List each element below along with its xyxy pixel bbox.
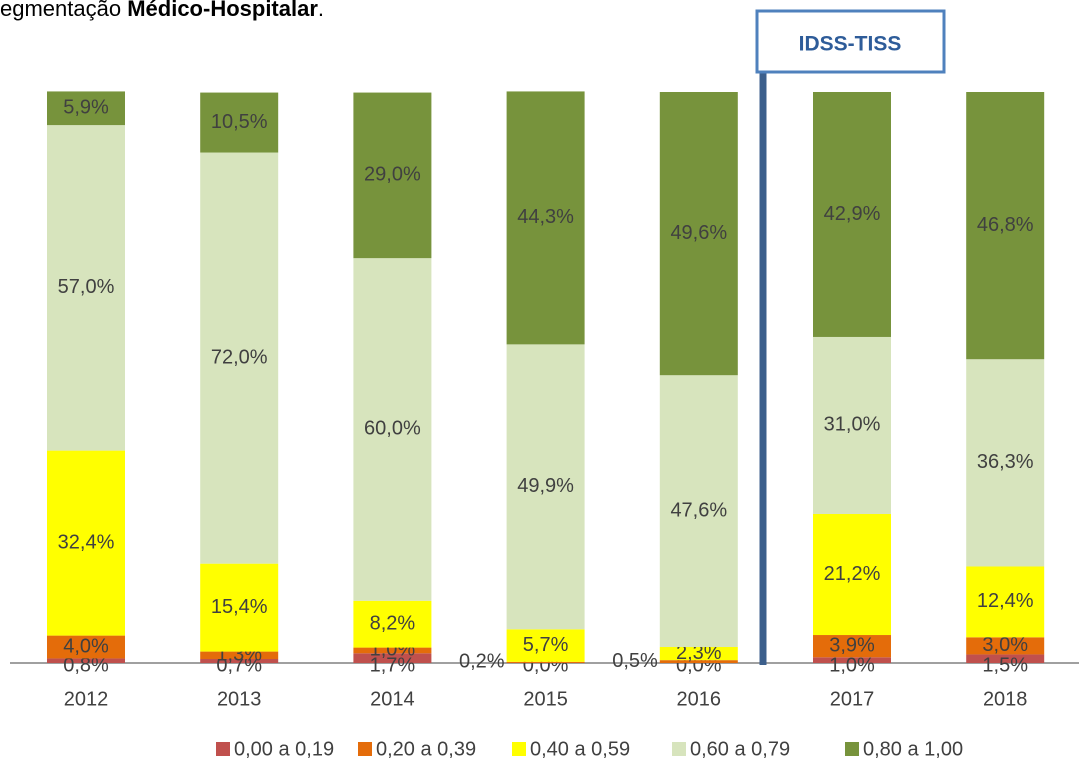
value-label: 5,7% <box>523 634 569 656</box>
bar-segment <box>966 92 1045 360</box>
value-label: 1,5% <box>982 654 1028 676</box>
bar-segment <box>659 92 738 376</box>
bar-segment <box>353 653 432 663</box>
x-tick-label: 2013 <box>217 688 262 710</box>
value-label: 72,0% <box>211 346 268 368</box>
value-label: 0,8% <box>63 654 109 676</box>
value-label: 15,4% <box>211 596 268 618</box>
title-text: egmentação <box>0 0 127 21</box>
bar-segment <box>966 359 1045 567</box>
value-label: 5,9% <box>63 97 109 119</box>
value-label: 49,9% <box>517 475 574 497</box>
legend-label: 0,60 a 0,79 <box>690 738 790 760</box>
bar-segment <box>813 657 891 663</box>
title-end: . <box>318 0 324 21</box>
legend-label: 0,20 a 0,39 <box>376 738 476 760</box>
value-label: 1,7% <box>370 654 416 676</box>
bar-segment <box>353 92 432 259</box>
value-label: 44,3% <box>517 206 574 228</box>
value-label: 3,9% <box>829 634 875 656</box>
x-tick-label: 2018 <box>983 688 1028 710</box>
bar-segment <box>659 375 738 648</box>
value-label: 60,0% <box>364 418 421 440</box>
bar-segment <box>813 92 891 337</box>
bar-segment <box>200 563 279 652</box>
bar-segment <box>506 91 585 345</box>
x-tick-label: 2014 <box>370 688 415 710</box>
bar-segment <box>47 658 125 663</box>
bar-segment <box>506 629 585 662</box>
bar-segment <box>200 92 279 153</box>
bar-segment <box>659 647 738 661</box>
value-label: 4,0% <box>63 635 109 657</box>
title-bold: Médico-Hospitalar <box>127 0 318 21</box>
bar-segment <box>506 344 585 630</box>
legend-swatch <box>672 742 686 756</box>
value-label: 0,7% <box>216 654 262 676</box>
annotation: IDSS-TISS <box>799 33 902 56</box>
bar-segment <box>353 258 432 601</box>
bar-segment <box>200 659 279 663</box>
value-label: 3,0% <box>982 634 1028 656</box>
bar-segment <box>506 661 585 663</box>
chart-title: egmentação Médico-Hospitalar. <box>0 0 324 21</box>
value-label: 10,5% <box>211 111 268 133</box>
bar-segment <box>353 647 432 654</box>
value-label: 32,4% <box>58 531 115 553</box>
value-label: 42,9% <box>824 203 881 225</box>
value-label: 0,2% <box>459 651 505 673</box>
value-label: 47,6% <box>670 499 727 521</box>
value-label: 36,3% <box>977 451 1034 473</box>
bar-segment <box>200 152 279 564</box>
bar-segment <box>200 651 279 660</box>
value-label: 46,8% <box>977 214 1034 236</box>
legend-swatch <box>216 742 230 756</box>
value-label: 29,0% <box>364 164 421 186</box>
bar-segment <box>813 635 891 658</box>
bar-segment <box>813 336 891 514</box>
value-label: 31,0% <box>824 414 881 436</box>
x-tick-label: 2015 <box>523 688 568 710</box>
value-label: 21,2% <box>824 563 881 585</box>
value-label: 2,3% <box>676 642 722 664</box>
legend-label: 0,00 a 0,19 <box>234 738 334 760</box>
annotation-box <box>755 9 946 74</box>
value-label: 1,0% <box>829 654 875 676</box>
legend-label: 0,40 a 0,59 <box>530 738 630 760</box>
bar-segment <box>966 637 1045 655</box>
bar-segment <box>813 513 891 636</box>
bar-segment <box>47 635 125 659</box>
bar-segment <box>47 125 125 451</box>
legend-label: 0,80 a 1,00 <box>863 738 963 760</box>
bar-segment <box>47 450 125 636</box>
value-label: 12,4% <box>977 590 1034 612</box>
bar-segment <box>659 660 738 663</box>
x-tick-label: 2017 <box>830 688 875 710</box>
value-label: 57,0% <box>58 276 115 298</box>
legend-swatch <box>358 742 372 756</box>
value-label: 0,5% <box>612 650 658 672</box>
bar-segment <box>966 566 1045 638</box>
legend-swatch <box>845 742 859 756</box>
value-label: 49,6% <box>670 222 727 244</box>
bar-segment <box>966 654 1045 663</box>
bar-segment <box>47 91 125 126</box>
value-label: 8,2% <box>370 612 416 634</box>
x-tick-label: 2016 <box>677 688 722 710</box>
x-tick-label: 2012 <box>64 688 109 710</box>
legend-swatch <box>512 742 526 756</box>
bar-segment <box>353 600 432 648</box>
